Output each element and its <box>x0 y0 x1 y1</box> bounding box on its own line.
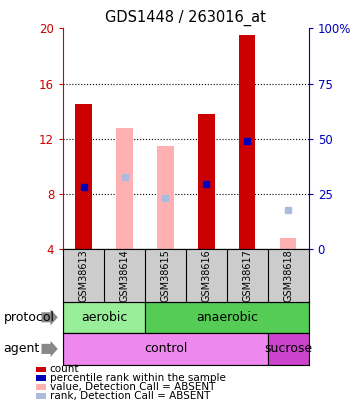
Bar <box>198 114 214 249</box>
Text: GSM38617: GSM38617 <box>242 249 252 302</box>
Bar <box>268 333 309 364</box>
Text: rank, Detection Call = ABSENT: rank, Detection Call = ABSENT <box>50 391 210 401</box>
Bar <box>280 238 296 249</box>
Text: percentile rank within the sample: percentile rank within the sample <box>50 373 226 383</box>
Bar <box>239 35 256 249</box>
Text: agent: agent <box>4 342 40 356</box>
Bar <box>116 128 133 249</box>
Bar <box>145 302 309 333</box>
Bar <box>157 146 174 249</box>
Text: value, Detection Call = ABSENT: value, Detection Call = ABSENT <box>50 382 215 392</box>
Text: anaerobic: anaerobic <box>196 311 258 324</box>
Text: sucrose: sucrose <box>264 342 312 356</box>
Text: count: count <box>50 364 79 374</box>
Text: GSM38613: GSM38613 <box>79 249 89 302</box>
Text: GSM38615: GSM38615 <box>160 249 170 302</box>
Text: protocol: protocol <box>4 311 55 324</box>
Bar <box>75 104 92 249</box>
Text: aerobic: aerobic <box>81 311 127 324</box>
Text: GSM38614: GSM38614 <box>119 249 130 302</box>
Bar <box>63 302 145 333</box>
Bar <box>63 333 268 364</box>
Text: control: control <box>144 342 187 356</box>
Title: GDS1448 / 263016_at: GDS1448 / 263016_at <box>105 9 266 26</box>
Text: GSM38618: GSM38618 <box>283 249 293 302</box>
Text: GSM38616: GSM38616 <box>201 249 212 302</box>
